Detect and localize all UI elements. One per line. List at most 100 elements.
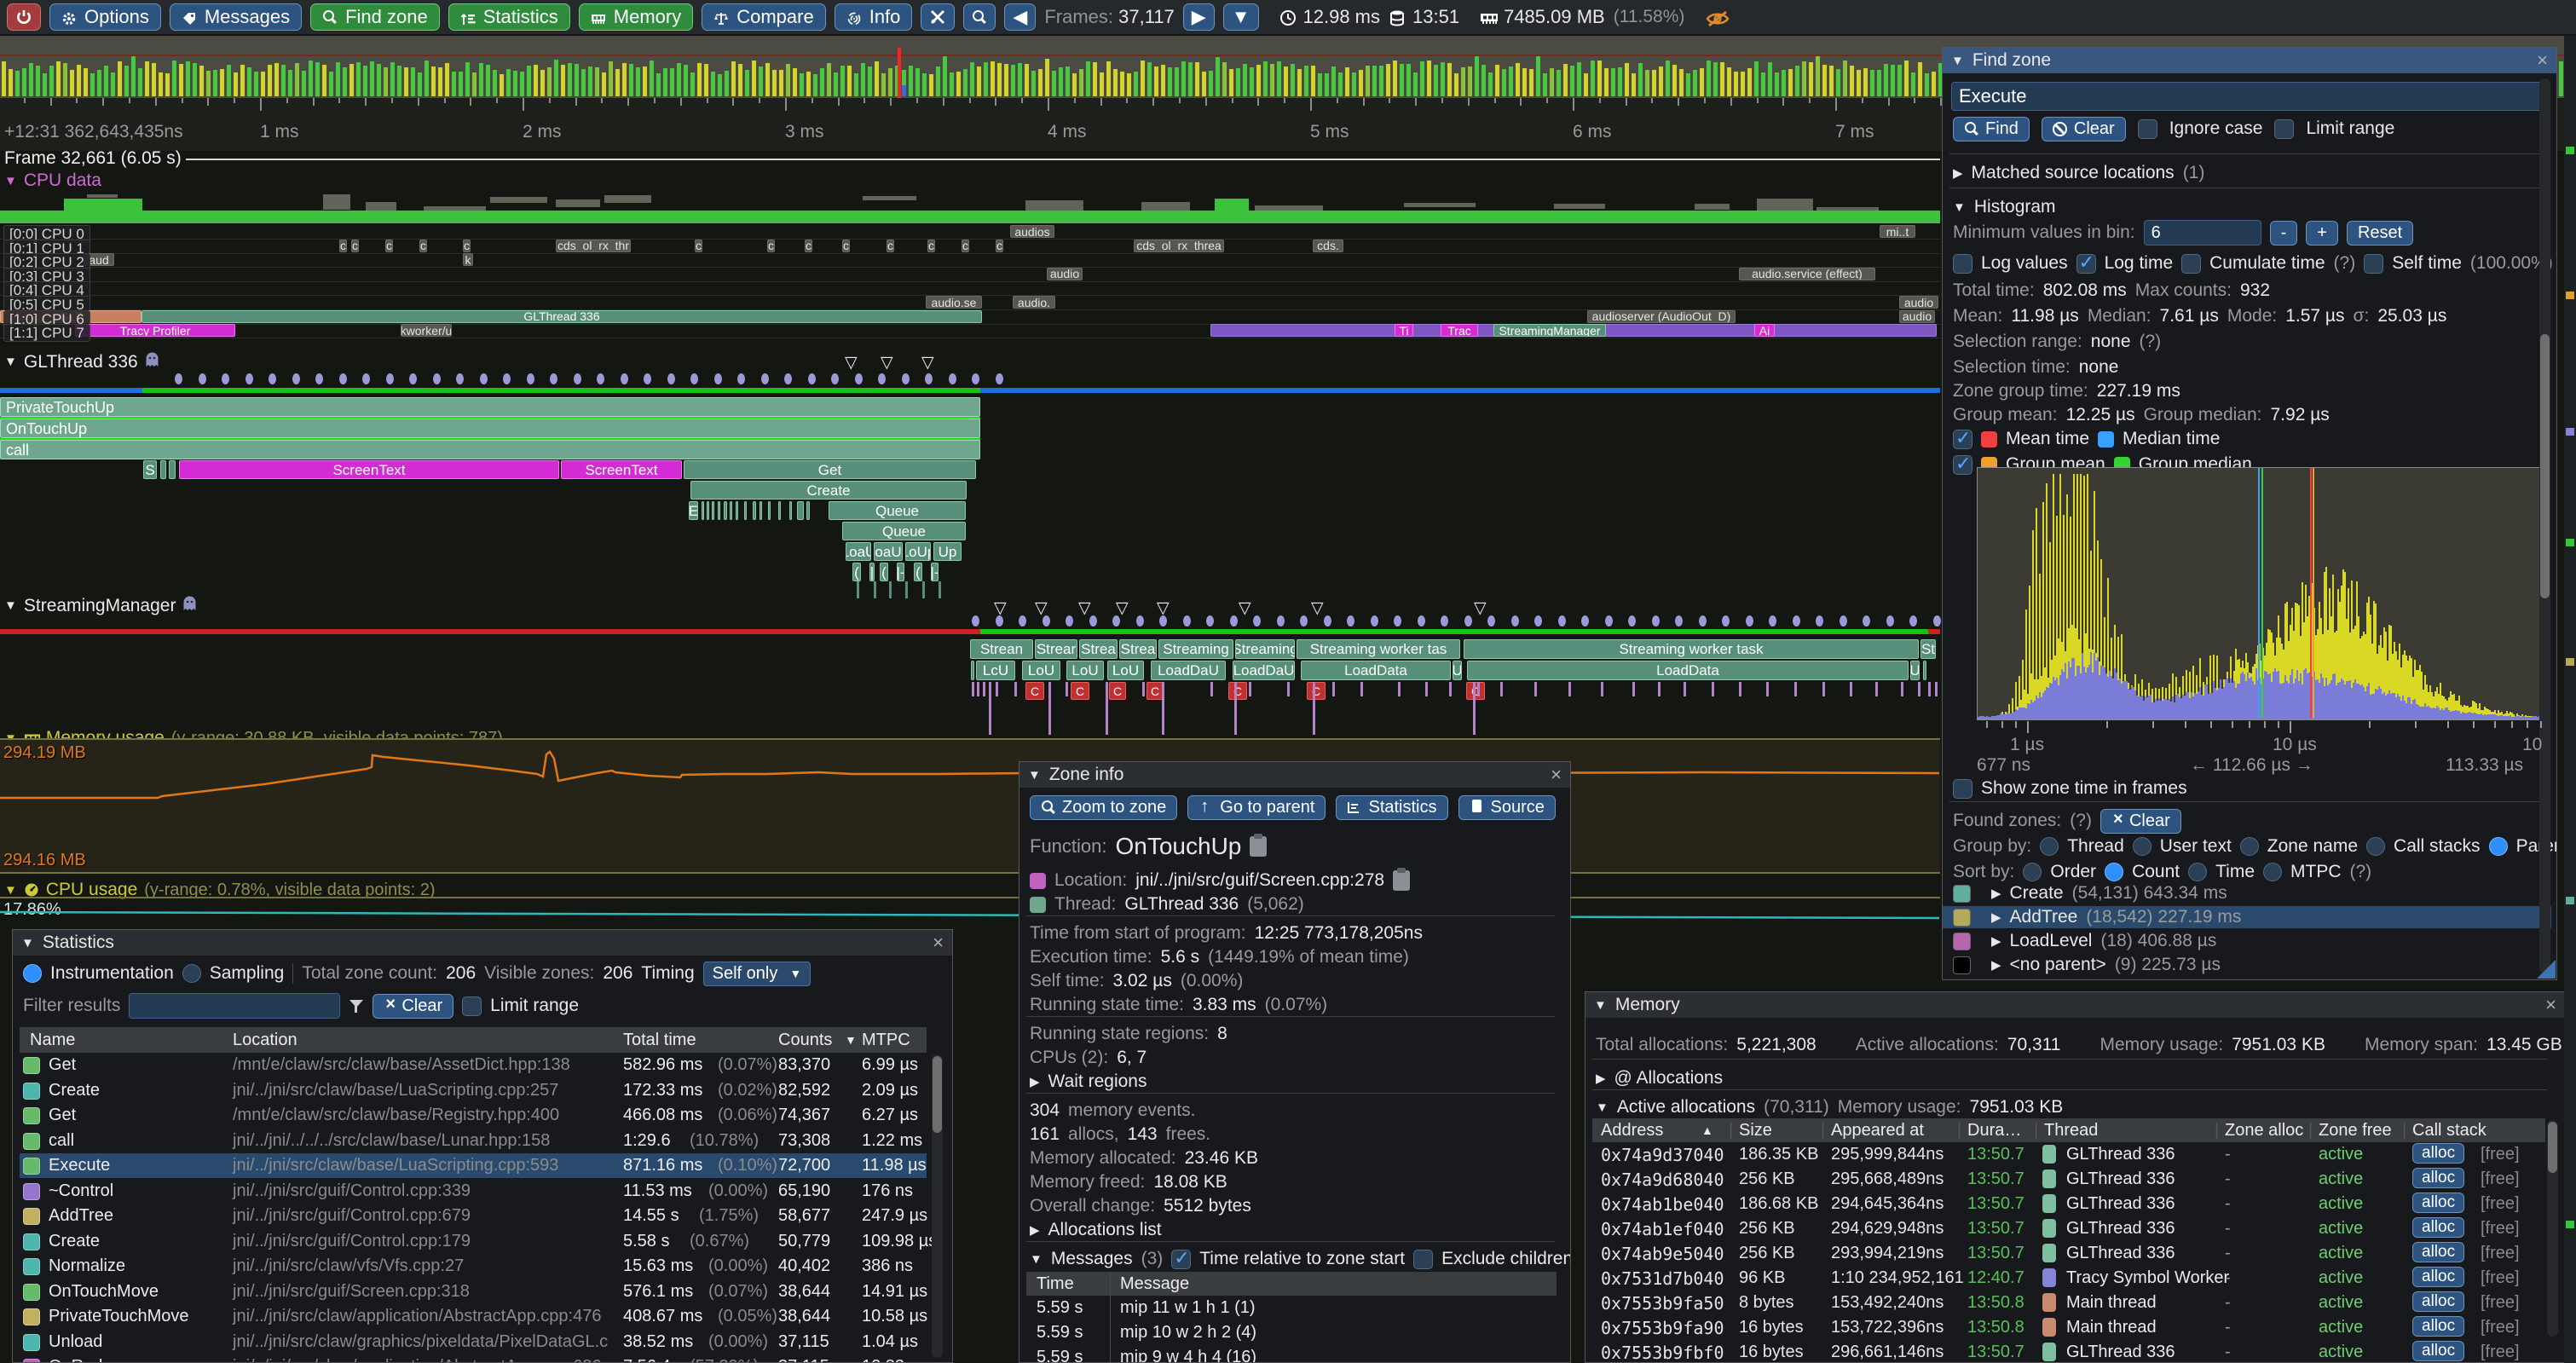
found-zone-row[interactable]: ▶ <no parent> (9) 225.73 µs [1943,954,2551,976]
clipboard-icon[interactable] [1393,868,1411,891]
frame-bar[interactable] [588,66,592,96]
alloc-table-row[interactable]: 0x74a9d68040 256 KB 295,668,489ns 13:50.7 GL… [1592,1167,2545,1192]
frame-bar[interactable] [281,65,286,96]
frame-bar[interactable] [602,72,606,96]
stats-table-row[interactable]: call jni/../jni/../../../src/claw/base/Lu… [20,1129,927,1153]
timeline-zone[interactable]: Ai [1754,324,1775,338]
frame-bar[interactable] [1236,68,1240,96]
frame-bar[interactable] [1543,72,1547,96]
frame-bar[interactable] [1188,62,1193,96]
radio-button[interactable] [2239,837,2259,856]
frame-bar[interactable] [268,64,272,96]
timeline-zone[interactable]: aud [84,253,114,267]
info-button[interactable]: Info [834,3,913,31]
frame-bar[interactable] [472,72,477,96]
cpu-usage-plot-header[interactable]: ▼ CPU usage (y-range: 0.78%, visible dat… [4,880,436,899]
timeline-zone[interactable]: C [1307,682,1326,700]
message-dot[interactable] [995,615,1003,627]
timeline-zone[interactable]: Streaming worker tas [1297,639,1460,659]
frame-bar[interactable] [1113,69,1118,96]
timeline-zone[interactable]: Streaming worker task [1464,639,1919,659]
frame-bar[interactable] [1420,61,1424,96]
frame-bar[interactable] [1550,68,1554,96]
message-dot[interactable] [456,373,464,384]
frame-bar[interactable] [1747,67,1752,96]
frame-bar[interactable] [1038,69,1043,96]
message-dot[interactable] [1628,615,1636,627]
frame-bar[interactable] [970,61,974,96]
timeline-zone[interactable]: ( [852,563,861,581]
frame-bar[interactable] [431,66,436,96]
timeline-zone[interactable]: |- [931,563,939,581]
frame-bar[interactable] [868,66,872,96]
timeline-zone[interactable] [778,501,781,520]
frame-bar[interactable] [1256,64,1261,96]
column-header[interactable]: Zone alloc [2225,1120,2304,1140]
frame-bar[interactable] [881,73,886,96]
frame-bar[interactable] [1059,66,1063,96]
frame-bar[interactable] [1441,61,1445,96]
message-dot[interactable] [1909,615,1917,627]
filter-funnel-icon[interactable] [349,998,364,1014]
frame-bar[interactable] [745,70,749,96]
message-dot[interactable] [573,373,581,384]
message-dot[interactable] [1464,615,1472,627]
frame-bar[interactable] [1509,66,1513,96]
frame-bar[interactable] [322,64,326,96]
clear-button[interactable]: Clear [373,993,454,1019]
message-dot[interactable] [1159,615,1167,627]
frame-bar[interactable] [199,66,204,96]
message-row[interactable]: 5.59 s mip 10 w 2 h 2 (4) [1026,1320,1557,1345]
timeline-zone[interactable] [768,501,771,520]
column-header[interactable]: Thread [2044,1120,2099,1140]
stats-table-row[interactable]: Create jni/../jni/src/guif/Control.cpp:17… [20,1229,937,1254]
timeline-zone[interactable]: c [767,239,775,252]
table-scrollbar[interactable] [2547,1120,2558,1337]
frame-bar[interactable] [1522,67,1527,96]
frame-bar[interactable] [1311,65,1315,96]
frame-bar[interactable] [1925,73,1929,96]
frame-bar[interactable] [752,60,756,96]
timeline-zone[interactable]: Strean [970,639,1033,659]
timeline-zone[interactable]: Strea [1119,639,1157,659]
column-header[interactable]: Dura… [1967,1120,2022,1140]
frame-bar[interactable] [1659,66,1663,96]
timeline-zone[interactable]: LoaU [846,542,871,561]
frame-bar[interactable] [1502,68,1506,96]
frame-bar[interactable] [349,64,354,96]
frame-bar[interactable] [234,72,238,96]
frame-bar[interactable] [943,54,947,96]
column-header[interactable]: Total time [623,1030,696,1049]
timeline-zone[interactable]: Trac [1441,324,1478,338]
message-dot[interactable] [1089,615,1097,627]
frame-bar[interactable] [1379,65,1383,96]
frame-bar[interactable] [179,64,183,96]
frame-bar[interactable] [506,68,511,96]
frame-bar[interactable] [984,62,988,96]
message-dot[interactable] [432,373,441,384]
frame-bar[interactable] [1734,72,1738,96]
alloc-callstack-button[interactable]: alloc [2412,1217,2465,1238]
message-dot[interactable] [409,373,417,384]
message-dot[interactable] [1698,615,1707,627]
alloc-callstack-button[interactable]: alloc [2412,1316,2465,1337]
message-dot[interactable] [1394,615,1401,627]
frame-bar[interactable] [1072,73,1077,96]
frame-bar[interactable] [1345,67,1349,96]
memory-button[interactable]: Memory [578,3,694,31]
message-dot[interactable] [1066,615,1073,627]
frame-bar[interactable] [1338,72,1343,96]
timeline-zone[interactable]: GLThread 336 [142,309,982,323]
frame-bar[interactable] [568,63,572,96]
timeline-zone[interactable]: C [1146,682,1164,700]
frame-bar[interactable] [704,63,708,96]
column-header[interactable]: Address [1601,1120,1664,1140]
alloc-callstack-button[interactable]: alloc [2412,1267,2465,1287]
frame-bar[interactable] [49,65,54,96]
frame-bar[interactable] [90,72,95,96]
frame-bar[interactable] [1686,72,1690,96]
timeline-zone[interactable]: LoU [1022,661,1060,680]
frame-bar[interactable] [963,68,967,96]
find-zone-scrollbar[interactable] [2539,78,2550,973]
clipboard-icon[interactable] [1250,834,1268,857]
